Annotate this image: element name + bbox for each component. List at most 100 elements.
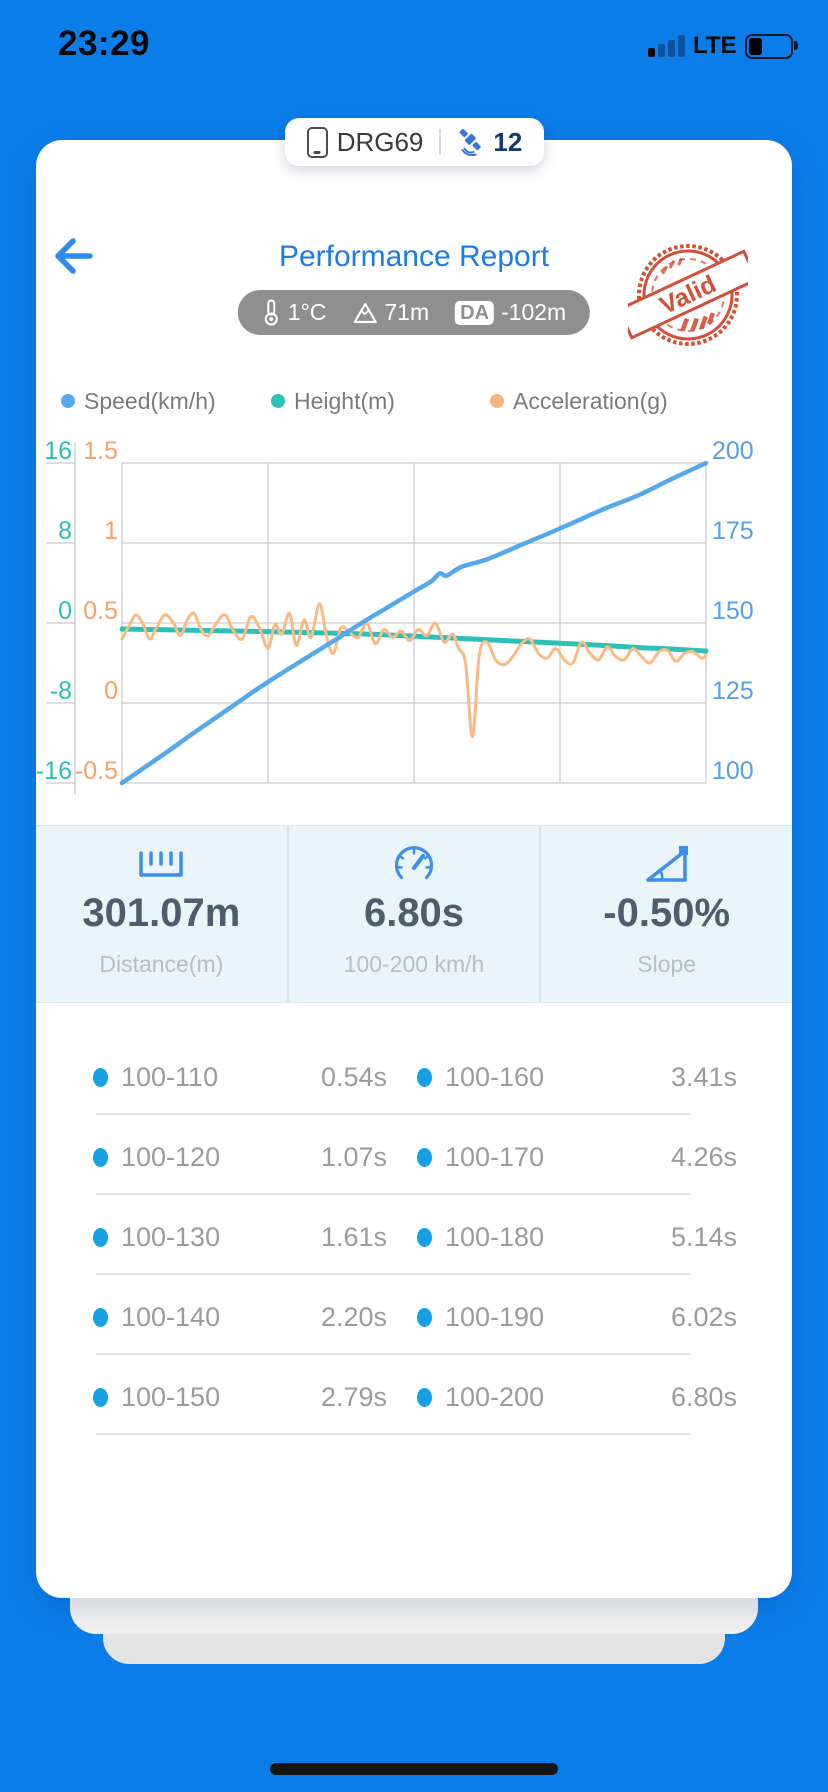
bullet-dot-icon (417, 1307, 432, 1327)
split-range: 100-140 (121, 1301, 221, 1332)
split-cell: 100-110 0.54s (93, 1037, 387, 1117)
series-speed (119, 460, 709, 786)
pill-divider (439, 129, 442, 155)
signal-strength-icon (648, 35, 685, 57)
valid-stamp: Valid (628, 244, 748, 346)
stat-distance-m-: 301.07m Distance(m) (36, 826, 287, 1002)
bullet-dot-icon (417, 1387, 432, 1407)
device-icon (306, 126, 328, 158)
split-cell: 100-200 6.80s (417, 1357, 737, 1437)
speed-axis-label: 150 (712, 597, 754, 625)
acceleration-axis-label: 1 (104, 517, 118, 545)
legend-item: Acceleration(g) (490, 386, 668, 416)
split-cell: 100-160 3.41s (417, 1037, 737, 1117)
satellite-icon (459, 128, 482, 156)
acceleration-axis-label: 0.5 (83, 597, 118, 625)
temperature-value: 1°C (287, 299, 327, 325)
split-cell: 100-180 5.14s (417, 1197, 737, 1277)
bullet-dot-icon (93, 1067, 108, 1087)
split-range: 100-160 (445, 1061, 545, 1092)
split-cell: 100-120 1.07s (93, 1117, 387, 1197)
network-type-label: LTE (693, 32, 737, 59)
split-cell: 100-190 6.02s (417, 1277, 737, 1357)
row-divider (96, 1113, 690, 1115)
density-altitude-value: -102m (501, 299, 567, 325)
altitude-icon (353, 302, 377, 324)
speed-axis-label: 125 (712, 677, 754, 705)
chart-legend: Speed(km/h) Height(m) Acceleration(g) (0, 386, 828, 416)
split-range: 100-110 (121, 1061, 219, 1092)
stat-label: Distance(m) (99, 951, 224, 977)
legend-dot-icon (61, 394, 75, 408)
performance-chart: 16 8 0 -8 -16 1.5 1 0.5 0 -0.5 200 175 150 125 100 (36, 437, 754, 795)
legend-item: Speed(km/h) (61, 386, 216, 416)
row-divider (96, 1433, 690, 1435)
split-time: 1.07s (320, 1141, 387, 1172)
split-time: 5.14s (670, 1221, 737, 1252)
split-time: 6.02s (670, 1301, 737, 1332)
slope-icon (644, 841, 690, 887)
stat-value: 301.07m (82, 891, 241, 935)
speed-axis-label: 175 (712, 517, 754, 545)
split-row: 100-130 1.61s 100-180 5.14s (0, 1197, 828, 1277)
stat-label: Slope (637, 951, 697, 977)
acceleration-axis-label: 0 (104, 677, 118, 705)
back-button[interactable] (52, 236, 94, 276)
split-time: 2.20s (320, 1301, 387, 1332)
speed-axis-label: 200 (712, 437, 754, 465)
row-divider (96, 1273, 690, 1275)
status-time: 23:29 (58, 24, 151, 63)
split-range: 100-170 (445, 1141, 545, 1172)
height-axis-label: -8 (50, 677, 72, 705)
split-time: 6.80s (670, 1381, 737, 1412)
split-row: 100-150 2.79s 100-200 6.80s (0, 1357, 828, 1437)
speed-axis-label: 100 (712, 757, 754, 785)
split-time: 3.41s (670, 1061, 737, 1092)
split-row: 100-120 1.07s 100-170 4.26s (0, 1117, 828, 1197)
split-time: 2.79s (320, 1381, 387, 1412)
height-axis-label: 8 (58, 517, 72, 545)
status-icons: LTE (648, 32, 798, 60)
bullet-dot-icon (417, 1227, 432, 1247)
density-altitude-badge: DA (455, 300, 495, 325)
legend-item: Height(m) (271, 386, 395, 416)
bullet-dot-icon (93, 1147, 108, 1167)
stat-100-200-km-h: 6.80s 100-200 km/h (286, 826, 540, 1002)
split-row: 100-110 0.54s 100-160 3.41s (0, 1037, 828, 1117)
legend-label: Acceleration(g) (513, 387, 668, 414)
satellite-count: 12 (493, 126, 523, 157)
split-row: 100-140 2.20s 100-190 6.02s (0, 1277, 828, 1357)
split-range: 100-190 (445, 1301, 545, 1332)
split-range: 100-200 (445, 1381, 545, 1412)
legend-label: Speed(km/h) (84, 387, 216, 414)
stat-value: -0.50% (603, 891, 731, 935)
acceleration-axis-label: 1.5 (83, 437, 118, 465)
stat-slope: -0.50% Slope (539, 826, 792, 1002)
row-divider (96, 1193, 690, 1195)
summary-stats: 301.07m Distance(m) 6.80s 100-200 km/h -0.50… (36, 825, 792, 1003)
legend-dot-icon (490, 394, 504, 408)
split-cell: 100-130 1.61s (93, 1197, 387, 1277)
battery-icon (744, 33, 798, 59)
device-pill[interactable]: DRG69 12 (285, 118, 544, 166)
altitude-value: 71m (384, 299, 430, 325)
height-axis-label: 0 (58, 597, 72, 625)
bullet-dot-icon (93, 1387, 108, 1407)
split-range: 100-120 (121, 1141, 221, 1172)
legend-label: Height(m) (294, 387, 395, 414)
split-range: 100-130 (121, 1221, 221, 1252)
bullet-dot-icon (417, 1147, 432, 1167)
stat-label: 100-200 km/h (343, 951, 485, 977)
ruler-icon (138, 841, 184, 887)
bullet-dot-icon (417, 1067, 432, 1087)
split-cell: 100-170 4.26s (417, 1117, 737, 1197)
home-indicator[interactable] (270, 1763, 558, 1775)
conditions-pill: 1°C 71m DA -102m (237, 290, 591, 335)
split-range: 100-180 (445, 1221, 545, 1252)
split-time: 0.54s (320, 1061, 387, 1092)
split-cell: 100-150 2.79s (93, 1357, 387, 1437)
split-cell: 100-140 2.20s (93, 1277, 387, 1357)
series-acceleration (120, 602, 708, 739)
height-axis-label: 16 (44, 437, 72, 465)
